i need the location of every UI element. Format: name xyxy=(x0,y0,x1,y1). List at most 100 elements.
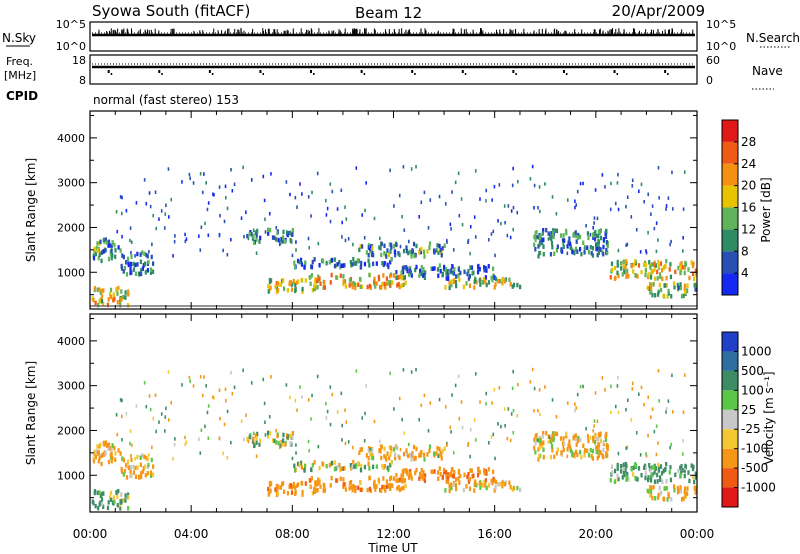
power-echo-cell xyxy=(294,282,297,288)
velocity-echo-cell xyxy=(561,441,565,446)
power-echo-cell xyxy=(113,242,116,248)
velocity-echo-cell xyxy=(300,465,304,470)
velocity-echo-cell xyxy=(438,466,441,471)
power-echo-cell xyxy=(304,278,307,283)
beam-title: Beam 12 xyxy=(355,4,422,22)
velocity-echo-cell xyxy=(184,435,186,440)
velocity-echo-cell xyxy=(113,499,116,504)
power-echo-cell xyxy=(325,260,328,266)
power-echo-cell xyxy=(466,271,469,277)
power-echo-cell xyxy=(100,288,104,294)
power-echo-cell xyxy=(537,244,540,249)
velocity-echo-cell xyxy=(415,446,418,452)
velocity-echo-cell xyxy=(459,473,462,479)
power-echo-cell xyxy=(672,281,676,286)
power-echo-cell xyxy=(119,303,122,308)
velocity-echo-cell xyxy=(443,467,446,473)
velocity-echo-cell xyxy=(681,468,684,473)
velocity-echo-cell xyxy=(624,468,627,473)
power-echo-cell xyxy=(541,240,544,246)
power-echo-cell xyxy=(455,283,458,289)
power-echo-cell xyxy=(360,260,363,266)
power-echo-cell xyxy=(121,234,123,239)
power-echo-cell xyxy=(683,286,686,291)
power-echo-cell xyxy=(127,292,130,297)
velocity-echo-cell xyxy=(340,391,343,396)
power-echo-cell xyxy=(606,243,609,249)
velocity-echo-cell xyxy=(309,478,312,483)
velocity-echo-cell xyxy=(687,470,690,475)
velocity-echo-cell xyxy=(694,471,697,476)
power-echo-cell xyxy=(108,292,112,297)
power-echo-cell xyxy=(231,188,234,193)
colorbar-segment xyxy=(722,448,738,469)
power-echo-cell xyxy=(669,262,672,267)
power-echo-cell xyxy=(474,235,477,239)
velocity-echo-cell xyxy=(423,393,426,398)
power-echo-cell xyxy=(340,263,343,269)
velocity-echo-cell xyxy=(353,485,356,490)
power-echo-cell xyxy=(649,286,653,292)
velocity-echo-cell xyxy=(150,457,153,463)
power-echo-cell xyxy=(690,260,693,265)
power-echo-cell xyxy=(494,276,498,282)
velocity-echo-cell xyxy=(644,475,647,481)
velocity-echo-cell xyxy=(623,472,626,478)
power-echo-cell xyxy=(503,204,506,208)
velocity-echo-cell xyxy=(149,470,153,475)
power-echo-cell xyxy=(554,228,557,233)
velocity-echo-cell xyxy=(343,482,347,487)
velocity-echo-cell xyxy=(143,464,147,470)
velocity-echo-cell xyxy=(403,478,407,483)
velocity-echo-cell xyxy=(129,429,132,433)
velocity-echo-cell xyxy=(407,453,410,459)
velocity-echo-cell xyxy=(116,494,119,499)
power-echo-cell xyxy=(664,263,667,269)
velocity-echo-cell xyxy=(134,465,137,471)
velocity-echo-cell xyxy=(637,466,641,471)
velocity-echo-cell xyxy=(313,487,316,492)
power-echo-cell xyxy=(594,188,597,192)
velocity-echo-cell xyxy=(481,483,485,488)
velocity-echo-cell xyxy=(143,454,146,459)
nave-label: Nave xyxy=(752,64,783,78)
power-echo-cell xyxy=(420,246,423,252)
velocity-echo-cell xyxy=(651,495,654,501)
velocity-echo-cell xyxy=(381,484,384,490)
power-echo-cell xyxy=(273,235,276,241)
velocity-echo-cell xyxy=(401,417,403,422)
velocity-echo-cell xyxy=(121,437,123,442)
power-echo-cell xyxy=(639,250,642,254)
velocity-echo-cell xyxy=(121,456,124,461)
power-echo-cell xyxy=(562,244,565,250)
velocity-echo-cell xyxy=(653,479,657,484)
power-echo-cell xyxy=(638,189,640,193)
power-echo-cell xyxy=(151,269,155,274)
power-echo-cell xyxy=(351,284,354,290)
power-echo-cell xyxy=(290,287,294,292)
power-echo-cell xyxy=(392,244,396,249)
power-echo-cell xyxy=(444,202,447,206)
velocity-echo-cell xyxy=(102,440,105,446)
power-echo-cell xyxy=(333,257,336,262)
velocity-echo-cell xyxy=(616,384,619,388)
power-echo-cell xyxy=(474,278,477,283)
velocity-echo-cell xyxy=(278,445,281,450)
power-echo-cell xyxy=(409,268,412,273)
velocity-echo-cell xyxy=(594,391,597,395)
velocity-echo-cell xyxy=(307,439,310,444)
power-echo-cell xyxy=(396,283,399,288)
power-echo-cell xyxy=(281,235,285,240)
velocity-echo-cell xyxy=(494,479,498,485)
velocity-echo-cell xyxy=(333,466,337,472)
velocity-echo-cell xyxy=(533,437,536,443)
velocity-echo-cell xyxy=(470,468,474,473)
power-echo-cell xyxy=(435,248,438,253)
velocity-echo-cell xyxy=(246,436,249,442)
velocity-echo-cell xyxy=(252,436,255,442)
power-echo-cell xyxy=(110,294,113,300)
power-echo-cell xyxy=(138,271,141,277)
velocity-echo-cell xyxy=(291,456,294,461)
velocity-echo-cell xyxy=(149,407,152,412)
velocity-colorbar-label: Velocity [m s⁻¹] xyxy=(762,371,776,464)
